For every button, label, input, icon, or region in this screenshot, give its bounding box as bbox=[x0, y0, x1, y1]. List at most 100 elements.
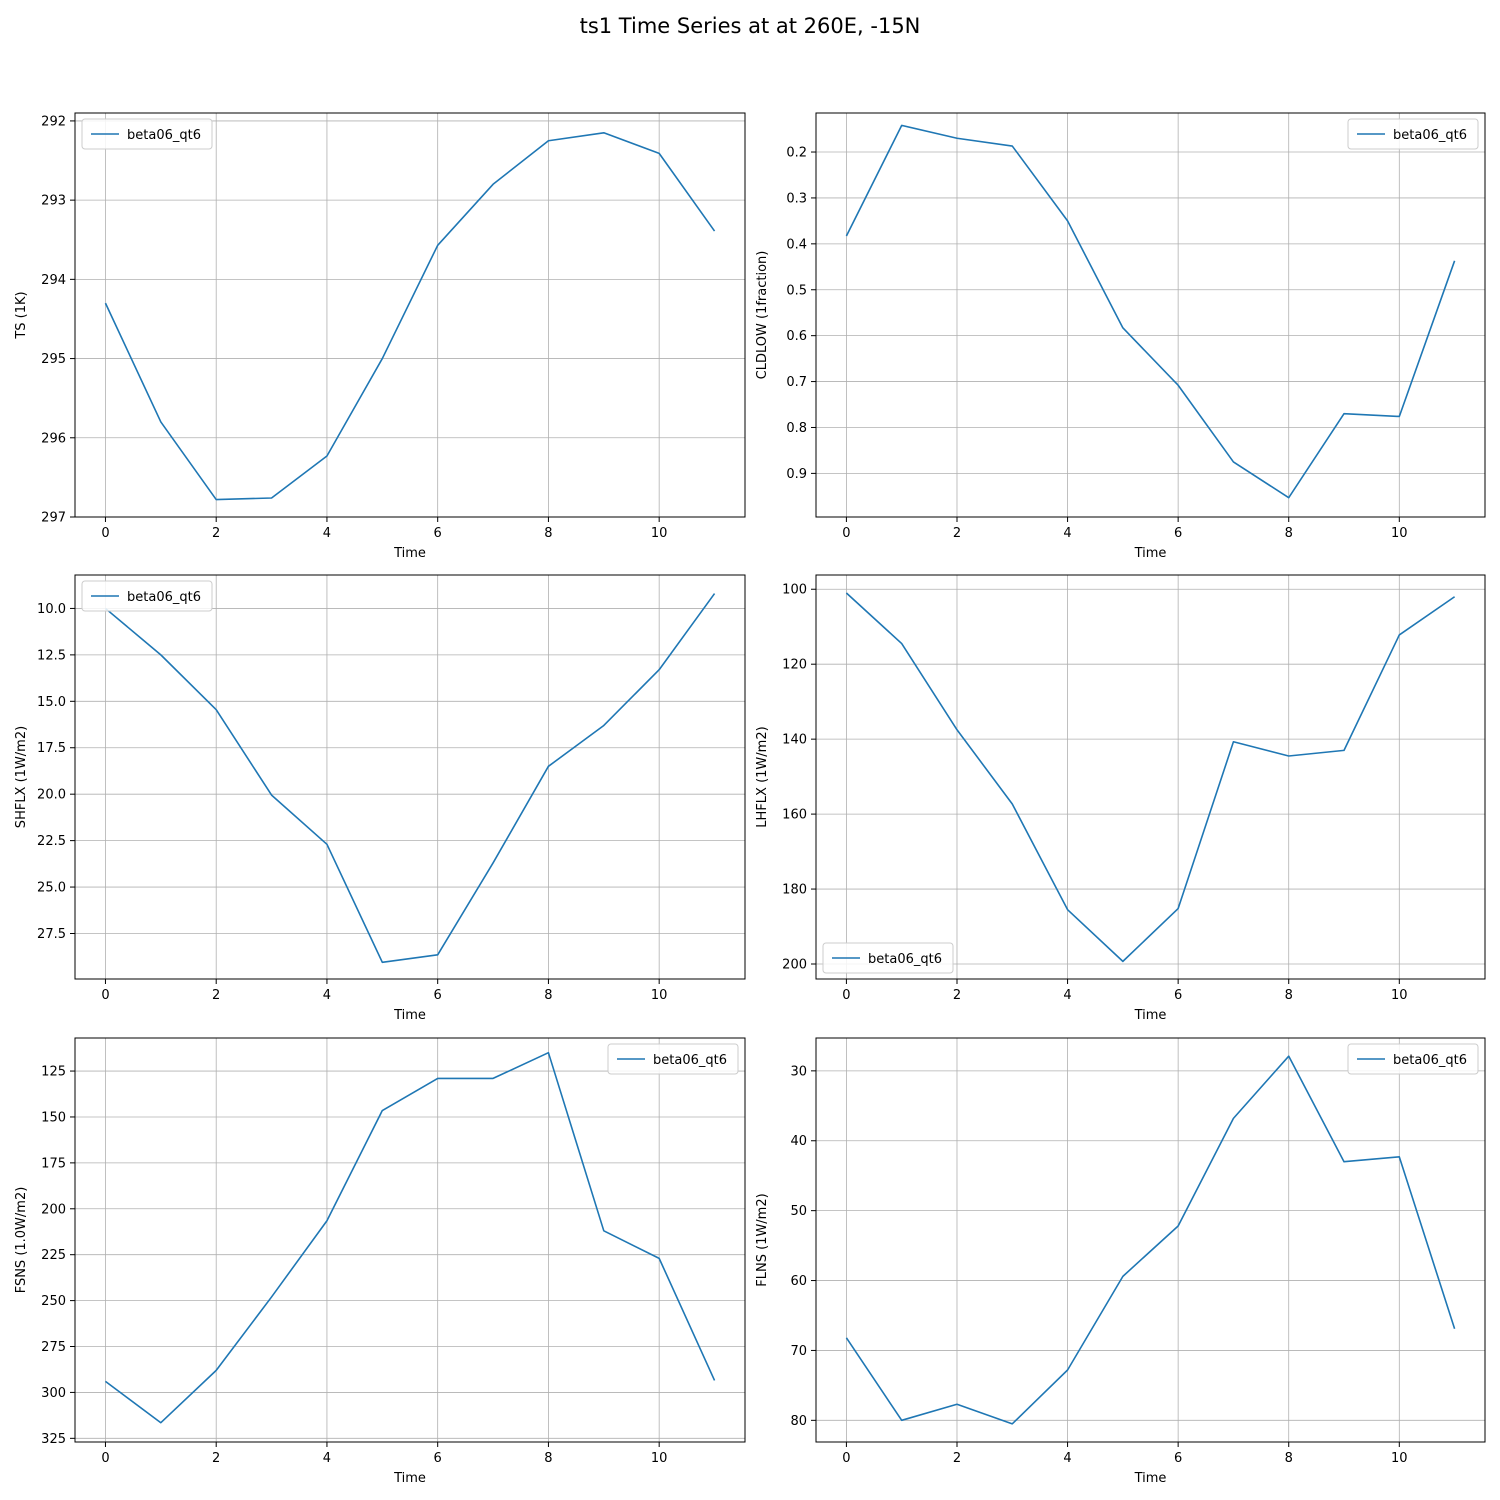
subplot-5: 0 2 4 6 8 10 125 150 175 200 225 250 275 300 325 Time FS… bbox=[14, 1037, 746, 1486]
series-line bbox=[104, 1051, 716, 1424]
x-tick-label: 6 bbox=[434, 988, 442, 1003]
y-tick-label: 140 bbox=[782, 733, 807, 748]
y-tick-label: 22.5 bbox=[37, 834, 66, 849]
subplot-6: 0 2 4 6 8 10 30 40 50 60 70 80 Time FLNS (1W/m2) beta0… bbox=[755, 1037, 1486, 1486]
x-tick-label: 2 bbox=[953, 1451, 961, 1466]
x-tick-label: 4 bbox=[323, 526, 331, 541]
y-tick-label: 300 bbox=[41, 1386, 66, 1401]
x-axis-label: Time bbox=[393, 1008, 426, 1023]
y-tick-label: 180 bbox=[782, 883, 807, 898]
subplot-1: 0 2 4 6 8 10 292 293 294 295 296 297 Time TS (1K) beta… bbox=[14, 112, 746, 561]
legend-box bbox=[1347, 118, 1479, 150]
y-tick-label: 120 bbox=[782, 658, 807, 673]
legend: beta06_qt6 bbox=[1347, 1043, 1479, 1075]
y-tick-label: 296 bbox=[41, 431, 66, 446]
y-tick-label: 295 bbox=[41, 352, 66, 367]
y-axis-label: FLNS (1W/m2) bbox=[755, 1193, 770, 1286]
plot-frame bbox=[815, 574, 1486, 980]
x-tick-label: 8 bbox=[1285, 526, 1293, 541]
y-tick-label: 275 bbox=[41, 1340, 66, 1355]
y-tick-label: 10.0 bbox=[37, 602, 66, 617]
y-tick-label: 150 bbox=[41, 1110, 66, 1125]
x-tick-label: 8 bbox=[1285, 988, 1293, 1003]
y-axis-label: SHFLX (1W/m2) bbox=[14, 726, 29, 828]
y-tick-label: 27.5 bbox=[37, 927, 66, 942]
y-tick-label: 325 bbox=[41, 1432, 66, 1447]
x-tick-label: 8 bbox=[1285, 1451, 1293, 1466]
y-tick-label: 50 bbox=[790, 1204, 807, 1219]
y-tick-label: 294 bbox=[41, 273, 66, 288]
legend-box bbox=[81, 580, 213, 612]
y-tick-label: 0.2 bbox=[786, 146, 807, 161]
x-tick-label: 0 bbox=[842, 526, 850, 541]
plot-frame bbox=[74, 574, 746, 980]
y-axis-label: CLDLOW (1fraction) bbox=[755, 251, 770, 380]
legend-box bbox=[81, 118, 213, 150]
x-tick-label: 6 bbox=[434, 526, 442, 541]
x-tick-label: 4 bbox=[323, 1451, 331, 1466]
legend-label: beta06_qt6 bbox=[868, 952, 942, 967]
plot-frame bbox=[74, 112, 746, 518]
legend: beta06_qt6 bbox=[822, 942, 954, 974]
y-tick-label: 60 bbox=[790, 1274, 807, 1289]
y-tick-label: 0.6 bbox=[786, 329, 807, 344]
y-tick-label: 175 bbox=[41, 1156, 66, 1171]
x-tick-label: 0 bbox=[842, 988, 850, 1003]
x-tick-label: 10 bbox=[1391, 988, 1408, 1003]
x-tick-label: 4 bbox=[1063, 526, 1071, 541]
x-tick-label: 2 bbox=[953, 988, 961, 1003]
x-tick-label: 2 bbox=[953, 526, 961, 541]
y-tick-label: 30 bbox=[790, 1064, 807, 1079]
legend: beta06_qt6 bbox=[607, 1043, 739, 1075]
x-tick-label: 6 bbox=[1174, 526, 1182, 541]
figure-title: ts1 Time Series at at 260E, -15N bbox=[579, 14, 921, 38]
y-axis-label: FSNS (1.0W/m2) bbox=[14, 1187, 29, 1294]
y-tick-label: 40 bbox=[790, 1134, 807, 1149]
legend-label: beta06_qt6 bbox=[1393, 128, 1467, 143]
y-tick-label: 80 bbox=[790, 1414, 807, 1429]
x-axis-label: Time bbox=[1134, 1471, 1167, 1486]
x-tick-label: 10 bbox=[651, 988, 668, 1003]
y-tick-label: 100 bbox=[782, 583, 807, 598]
series-line bbox=[104, 593, 716, 964]
x-tick-label: 8 bbox=[544, 988, 552, 1003]
y-tick-label: 200 bbox=[41, 1202, 66, 1217]
x-tick-label: 8 bbox=[544, 1451, 552, 1466]
x-tick-label: 10 bbox=[1391, 1451, 1408, 1466]
legend-label: beta06_qt6 bbox=[653, 1053, 727, 1068]
y-tick-label: 293 bbox=[41, 194, 66, 209]
series-line bbox=[104, 132, 716, 501]
legend-box bbox=[822, 942, 954, 974]
legend-label: beta06_qt6 bbox=[127, 128, 201, 143]
x-tick-label: 10 bbox=[651, 1451, 668, 1466]
y-tick-label: 0.9 bbox=[786, 467, 807, 482]
plot-frame bbox=[815, 112, 1486, 518]
x-tick-label: 6 bbox=[1174, 1451, 1182, 1466]
legend: beta06_qt6 bbox=[1347, 118, 1479, 150]
y-tick-label: 0.8 bbox=[786, 421, 807, 436]
y-tick-label: 250 bbox=[41, 1294, 66, 1309]
legend-box bbox=[607, 1043, 739, 1075]
x-tick-label: 2 bbox=[212, 526, 220, 541]
legend: beta06_qt6 bbox=[81, 118, 213, 150]
y-tick-label: 70 bbox=[790, 1344, 807, 1359]
series-line bbox=[845, 592, 1456, 963]
legend: beta06_qt6 bbox=[81, 580, 213, 612]
y-tick-label: 20.0 bbox=[37, 788, 66, 803]
series-line bbox=[845, 124, 1456, 499]
legend-label: beta06_qt6 bbox=[127, 590, 201, 605]
legend-box bbox=[1347, 1043, 1479, 1075]
x-tick-label: 0 bbox=[842, 1451, 850, 1466]
y-tick-label: 0.5 bbox=[786, 283, 807, 298]
x-axis-label: Time bbox=[393, 1471, 426, 1486]
plot-frame bbox=[815, 1037, 1486, 1443]
x-tick-label: 8 bbox=[544, 526, 552, 541]
x-tick-label: 0 bbox=[101, 988, 109, 1003]
y-tick-label: 0.4 bbox=[786, 237, 807, 252]
subplot-2: 0 2 4 6 8 10 0.2 0.3 0.4 0.5 0.6 0.7 0.8 0.9 Time CLDLO… bbox=[755, 112, 1486, 561]
legend-label: beta06_qt6 bbox=[1393, 1053, 1467, 1068]
y-tick-label: 25.0 bbox=[37, 881, 66, 896]
y-tick-label: 12.5 bbox=[37, 648, 66, 663]
y-tick-label: 200 bbox=[782, 958, 807, 973]
